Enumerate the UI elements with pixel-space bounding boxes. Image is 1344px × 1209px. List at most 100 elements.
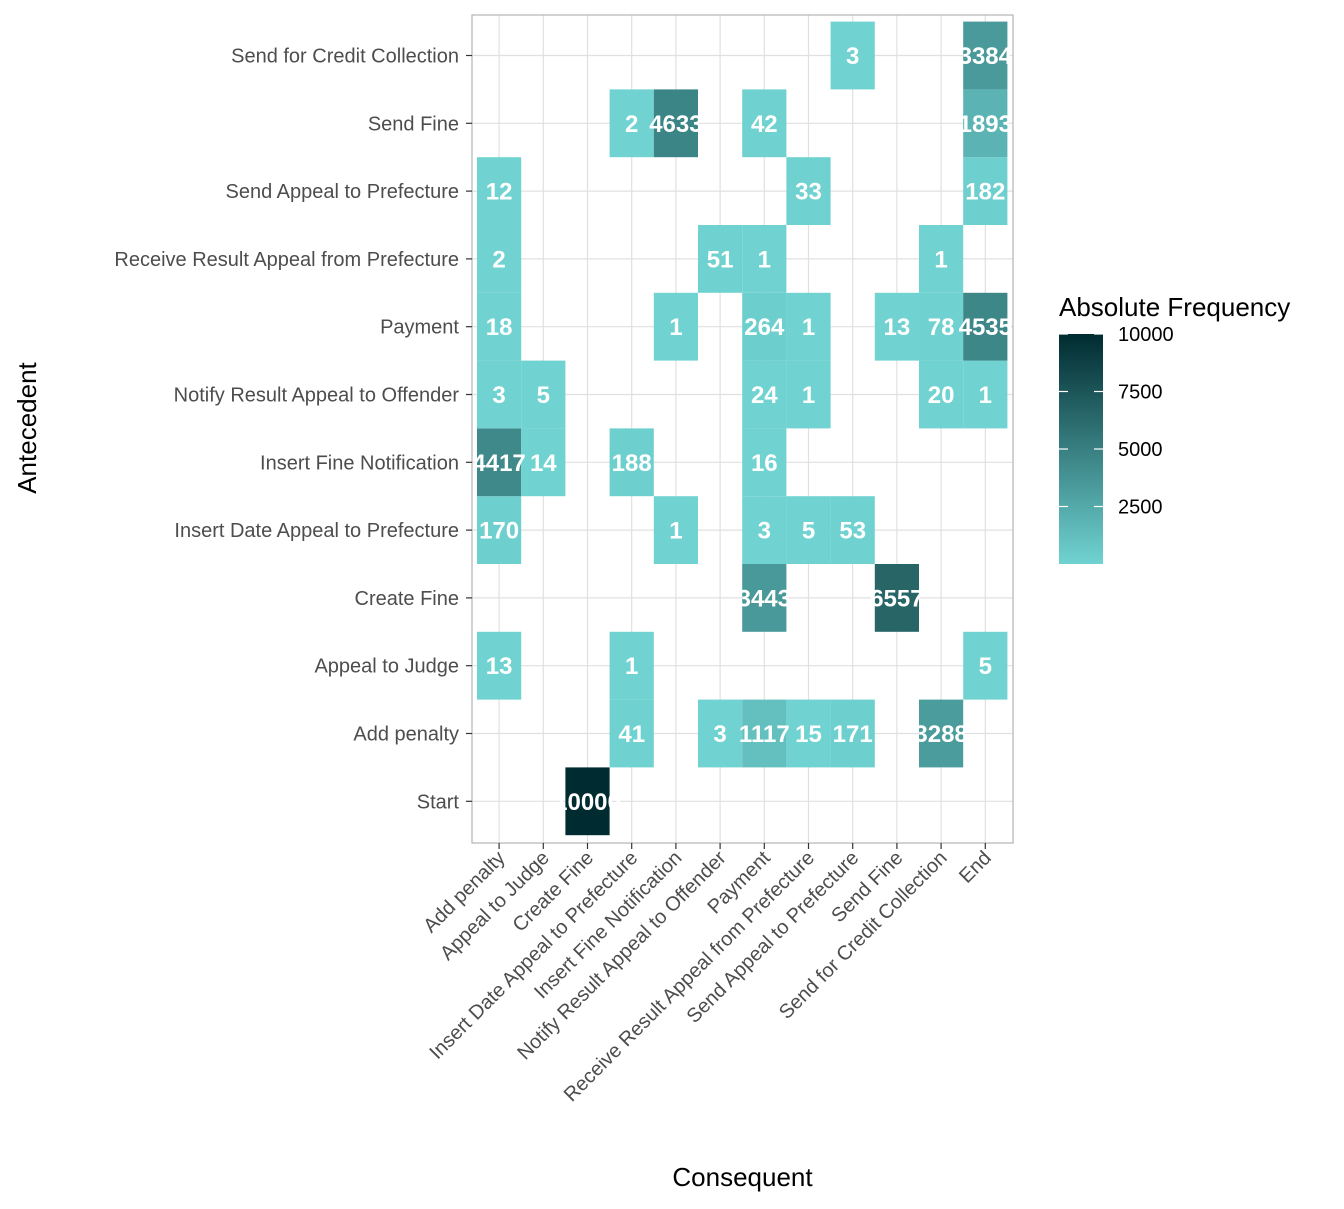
heatmap-cell [786, 292, 831, 361]
heatmap-cell [521, 360, 566, 429]
cell-value-label: 3384 [959, 43, 1013, 70]
heatmap-cell [830, 496, 875, 564]
y-tick-label: Send Fine [368, 113, 459, 135]
cell-value-label: 3288 [914, 721, 967, 748]
y-tick-label: Create Fine [355, 588, 460, 610]
heatmap-cell [919, 699, 964, 768]
heatmap-cell [963, 360, 1008, 429]
cell-value-label: 1 [934, 246, 947, 273]
y-tick-label: Insert Fine Notification [260, 452, 459, 474]
y-tick-label: Insert Date Appeal to Prefecture [174, 520, 459, 542]
y-tick-label: Send for Credit Collection [231, 46, 459, 68]
heatmap-cell [477, 225, 522, 293]
cell-value-label: 1 [802, 382, 815, 409]
cell-value-label: 1 [669, 314, 682, 341]
heatmap-cell [786, 496, 831, 564]
y-axis-ticks: Start Add penalty Appeal to Judge Create Fi… [114, 46, 472, 813]
heatmap-cell [477, 496, 522, 564]
heatmap-cell [786, 699, 831, 768]
cell-value-label: 10000 [554, 789, 621, 816]
heatmap-cell [742, 428, 787, 497]
cell-value-label: 16 [751, 450, 778, 477]
heatmap-cell [609, 699, 654, 768]
heatmap-cell [698, 699, 743, 768]
heatmap-cell [477, 428, 522, 497]
heatmap-cell [786, 157, 831, 225]
legend-title: Absolute Frequency [1059, 292, 1290, 322]
heatmap-cell [830, 21, 875, 90]
cell-value-label: 1 [669, 518, 682, 545]
cell-value-label: 13 [486, 653, 513, 680]
cell-value-label: 15 [795, 721, 822, 748]
heatmap-cell [963, 631, 1008, 700]
legend-tick-label: 7500 [1118, 382, 1163, 404]
y-tick-label: Appeal to Judge [314, 656, 459, 678]
cell-value-label: 51 [707, 246, 734, 273]
heatmap-cell [653, 496, 698, 564]
cell-value-label: 3 [758, 518, 771, 545]
heatmap-cell [963, 21, 1008, 90]
cell-value-label: 6557 [870, 585, 923, 612]
heatmap-cell [477, 360, 522, 429]
heatmap-cell [963, 157, 1008, 225]
heatmap-cell [742, 225, 787, 293]
heatmap-cell [477, 631, 522, 700]
cell-value-label: 3 [846, 43, 859, 70]
legend: Absolute Frequency 2500 5000 7500 10000 [1059, 292, 1290, 564]
cell-value-label: 13 [884, 314, 911, 341]
panel-border [471, 14, 1014, 844]
heatmap-cell [742, 699, 787, 768]
cell-value-label: 188 [612, 450, 652, 477]
heatmap-cell [919, 225, 964, 293]
heatmap-cell [477, 292, 522, 361]
cell-value-label: 4633 [649, 111, 702, 138]
y-axis-title: Antecedent [12, 361, 42, 493]
heatmap-cell [963, 292, 1008, 361]
y-tick-label: Add penalty [353, 724, 459, 746]
heatmap-cell [874, 564, 919, 632]
legend-tick-label: 5000 [1118, 439, 1163, 461]
y-tick-label: Notify Result Appeal to Offender [174, 385, 460, 407]
cell-value-label: 5 [979, 653, 992, 680]
cell-value-label: 171 [833, 721, 873, 748]
y-tick-label: Receive Result Appeal from Prefecture [114, 249, 459, 271]
legend-tick-label: 10000 [1118, 324, 1174, 346]
heatmap-cell [742, 360, 787, 429]
cell-value-label: 170 [479, 518, 519, 545]
heatmap-cell [786, 360, 831, 429]
heatmap-cell [609, 428, 654, 497]
cell-value-label: 53 [839, 518, 866, 545]
heatmap-cell [565, 767, 610, 836]
heatmap-cell [609, 89, 654, 158]
cell-value-label: 33 [795, 179, 822, 206]
heatmap-cell [742, 564, 787, 632]
cell-value-label: 5 [802, 518, 815, 545]
heatmap-cell [742, 496, 787, 564]
heatmap-cell [874, 292, 919, 361]
cell-value-label: 78 [928, 314, 955, 341]
cell-value-label: 4417 [472, 450, 525, 477]
cell-value-label: 2 [625, 111, 638, 138]
cell-value-label: 20 [928, 382, 955, 409]
cell-value-label: 2 [492, 246, 505, 273]
heatmap-cell [477, 157, 522, 225]
legend-ticks: 2500 5000 7500 10000 [1059, 324, 1174, 519]
heatmap-cell [521, 428, 566, 497]
cell-value-label: 3 [492, 382, 505, 409]
cell-value-label: 1 [625, 653, 638, 680]
cell-value-label: 182 [965, 179, 1005, 206]
heatmap-cells [477, 21, 1008, 836]
cell-value-label: 1 [979, 382, 992, 409]
heatmap-cell [742, 89, 787, 158]
heatmap-cell [653, 292, 698, 361]
cell-value-label: 41 [618, 721, 645, 748]
heatmap-cell [653, 89, 698, 158]
cell-value-label: 264 [744, 314, 785, 341]
cell-value-label: 1117 [739, 721, 790, 748]
cell-value-label: 12 [486, 179, 513, 206]
x-axis-title: Consequent [672, 1162, 813, 1192]
heatmap-cell [609, 631, 654, 700]
heatmap-cell [919, 292, 964, 361]
